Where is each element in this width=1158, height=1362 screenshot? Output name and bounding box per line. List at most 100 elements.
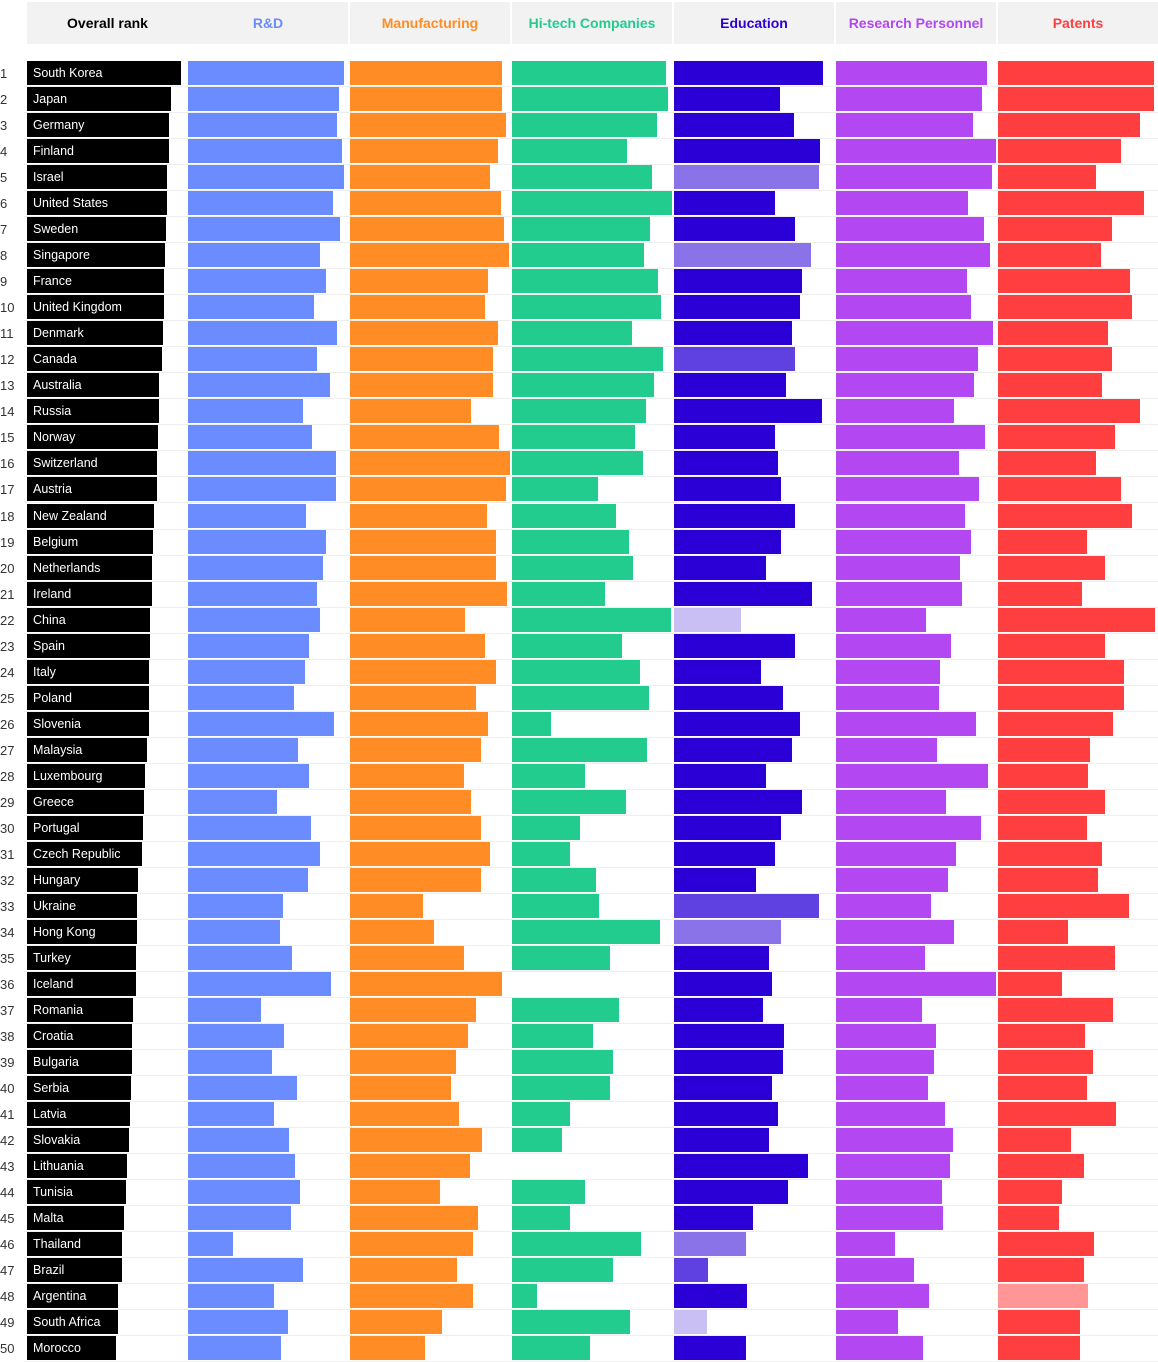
bar-r-d [188,243,320,268]
overall-score-bar [27,217,166,242]
bar-r-d [188,763,309,788]
overall-score-bar [27,711,149,736]
bar-hi-tech-companies [512,633,622,658]
bar-patents [998,295,1132,320]
country-label: Finland [33,144,74,159]
bar-patents [998,191,1144,216]
rank-label: 5 [0,170,8,186]
row-divider [24,1179,1158,1181]
bar-research-personnel [836,191,968,216]
row-divider [24,320,1158,322]
bar-hi-tech-companies [512,1050,613,1075]
overall-score-bar [27,737,147,762]
bar-manufacturing [350,1102,459,1127]
overall-score-bar [27,1232,122,1257]
bar-manufacturing [350,243,509,268]
bar-r-d [188,1154,295,1179]
bar-patents [998,1180,1062,1205]
bar-education [674,1310,707,1335]
bar-r-d [188,529,326,554]
bar-patents [998,893,1129,918]
bar-education [674,1024,784,1049]
bar-manufacturing [350,1258,457,1283]
bar-patents [998,815,1087,840]
row-divider [24,1075,1158,1077]
bar-manufacturing [350,191,501,216]
country-label: Portugal [33,820,80,835]
bar-manufacturing [350,1024,468,1049]
bar-patents [998,867,1098,892]
row-divider [24,1205,1158,1207]
country-label: Ukraine [33,898,77,913]
bar-hi-tech-companies [512,1206,570,1231]
row-divider [24,944,1158,946]
bar-patents [998,1154,1084,1179]
bar-r-d [188,1336,281,1361]
country-label: Italy [33,664,56,679]
bar-education [674,191,775,216]
bar-hi-tech-companies [512,946,610,971]
bar-r-d [188,217,340,242]
bar-patents [998,347,1112,372]
bar-r-d [188,1076,297,1101]
column-header: Manufacturing [350,2,510,44]
overall-score-bar [27,763,145,788]
bar-patents [998,841,1102,866]
bar-r-d [188,1050,272,1075]
bar-hi-tech-companies [512,1076,610,1101]
bar-research-personnel [836,763,988,788]
bar-manufacturing [350,581,507,606]
bar-manufacturing [350,321,498,346]
row-divider [24,684,1158,686]
bar-patents [998,1258,1084,1283]
row-divider [24,346,1158,348]
bar-patents [998,581,1082,606]
row-divider [24,1309,1158,1311]
bar-hi-tech-companies [512,737,647,762]
bar-hi-tech-companies [512,243,644,268]
country-label: Sweden [33,222,79,237]
bar-education [674,1050,783,1075]
bar-research-personnel [836,425,985,450]
country-label: Norway [33,430,76,445]
bar-education [674,1206,753,1231]
overall-score-bar [27,139,169,164]
row-divider [24,398,1158,400]
bar-hi-tech-companies [512,711,551,736]
bar-manufacturing [350,165,490,190]
bar-patents [998,477,1121,502]
bar-hi-tech-companies [512,451,643,476]
bar-manufacturing [350,87,502,112]
bar-research-personnel [836,347,978,372]
row-divider [24,762,1158,764]
bar-hi-tech-companies [512,1180,585,1205]
bar-manufacturing [350,451,510,476]
bar-research-personnel [836,893,931,918]
overall-score-bar [27,321,163,346]
bar-manufacturing [350,1076,451,1101]
row-divider [24,1231,1158,1233]
row-divider [24,164,1158,166]
overall-score-bar [27,295,164,320]
bar-patents [998,1206,1059,1231]
rank-label: 45 [0,1211,15,1227]
overall-score-bar [27,269,164,294]
country-label: Iceland [33,977,74,992]
bar-education [674,113,794,138]
bar-manufacturing [350,269,488,294]
bar-education [674,555,766,580]
row-divider [24,372,1158,374]
country-label: France [33,274,72,289]
bar-manufacturing [350,555,496,580]
column-header: Overall rank [27,2,188,44]
bar-hi-tech-companies [512,919,660,944]
bar-education [674,633,795,658]
bar-research-personnel [836,946,925,971]
bar-manufacturing [350,373,493,398]
bar-manufacturing [350,1180,440,1205]
bar-hi-tech-companies [512,867,596,892]
rank-label: 20 [0,560,15,576]
bar-r-d [188,919,280,944]
bar-patents [998,607,1155,632]
country-label: Argentina [33,1289,87,1304]
